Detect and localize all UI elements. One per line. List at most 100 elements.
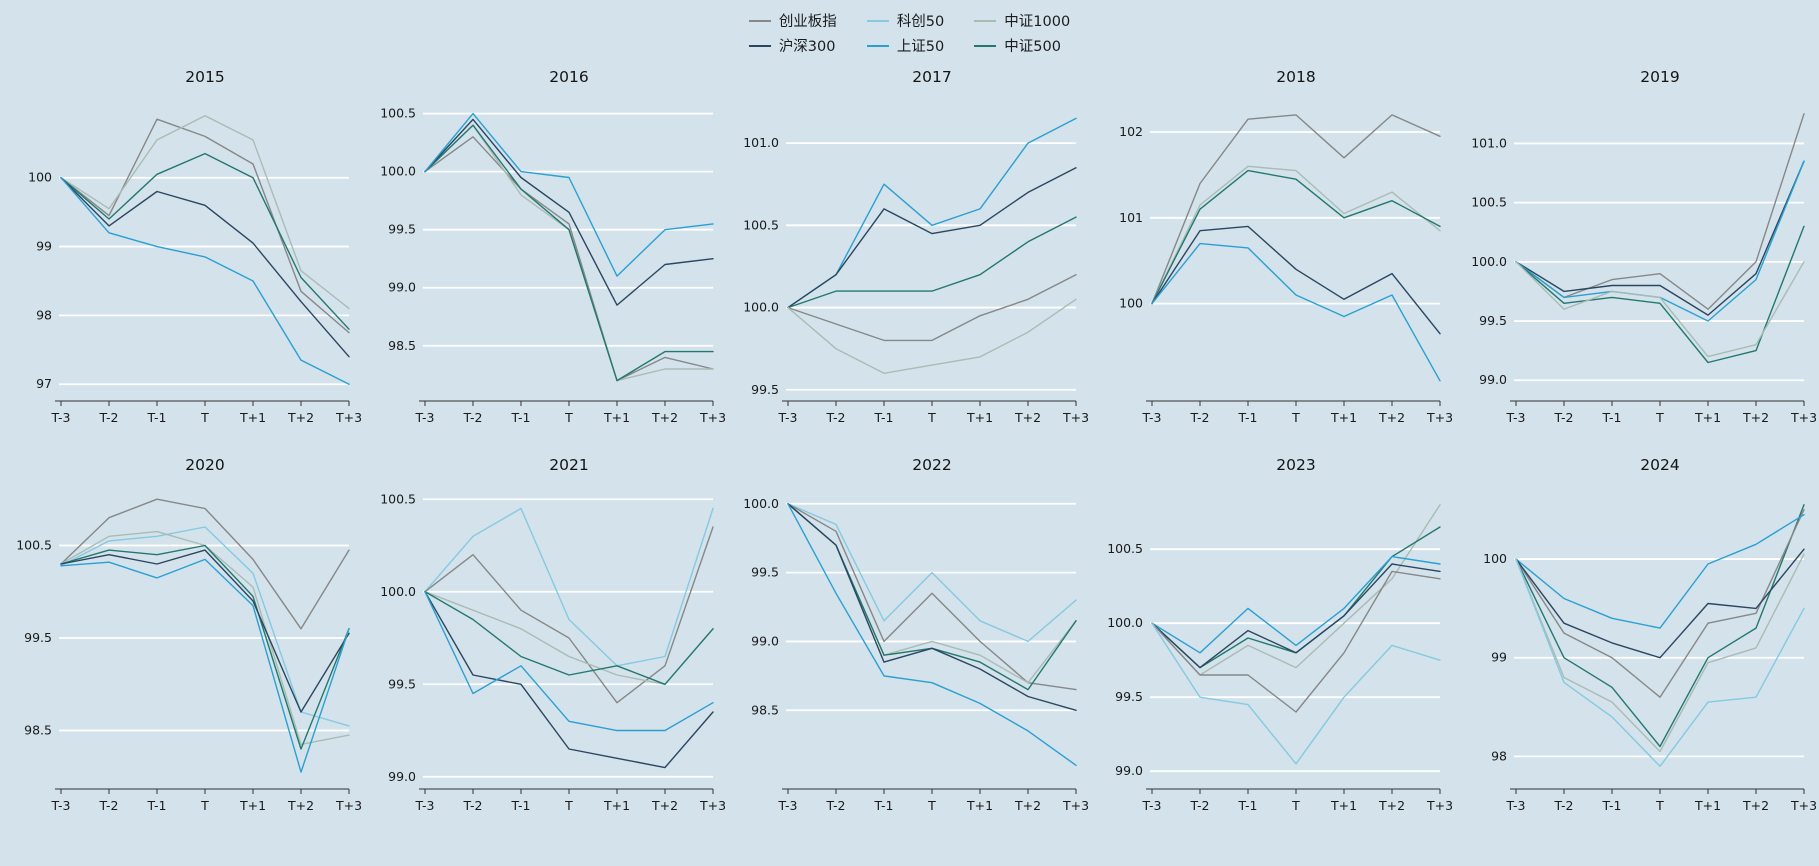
y-tick-label: 99.5 — [1115, 689, 1143, 704]
series-line-科创50 — [1515, 558, 1805, 767]
y-tick-label: 99 — [1491, 650, 1507, 665]
x-tick-label: T-3 — [50, 798, 70, 813]
x-tick-label: T+3 — [699, 798, 725, 813]
series-line-沪深300 — [1151, 563, 1441, 669]
y-tick-label: 98 — [1491, 748, 1507, 763]
series-line-上证50 — [60, 176, 350, 385]
y-tick-label: 99.5 — [1479, 313, 1507, 328]
y-tick-label: 98.5 — [24, 723, 52, 738]
x-tick-label: T-1 — [510, 798, 530, 813]
x-tick-label: T — [1655, 798, 1664, 813]
x-tick-label: T-1 — [146, 410, 166, 425]
series-line-中证500 — [60, 544, 350, 750]
x-tick-label: T+2 — [287, 798, 314, 813]
y-tick-label: 99.5 — [752, 565, 780, 580]
series-line-上证50 — [1515, 513, 1805, 629]
x-tick-label: T+1 — [966, 410, 993, 425]
series-line-沪深300 — [1515, 160, 1805, 316]
series-line-沪深300 — [1151, 225, 1441, 335]
series-line-上证50 — [787, 503, 1078, 766]
legend-item: 中证1000 — [974, 10, 1070, 31]
legend-label: 上证50 — [896, 39, 945, 55]
series-line-中证1000 — [423, 124, 714, 382]
x-tick-label: T+2 — [1742, 798, 1769, 813]
subplot-2017: 2017 101.0 100.5 100.0 99.5 T-3 T-2 T-1 T T+1 T+2 T… — [728, 60, 1092, 448]
y-tick-label: 100.5 — [1471, 195, 1507, 210]
series-line-中证500 — [423, 590, 714, 686]
x-tick-label: T-2 — [1190, 410, 1210, 425]
y-tick-label: 100.5 — [1107, 541, 1143, 556]
x-tick-label: T+1 — [1330, 410, 1357, 425]
plot-2022: 2022 100.0 99.5 99.0 98.5 T-3 T-2 T-1 T T+1 T+2 T+3 — [744, 456, 1089, 813]
x-tick-label: T+1 — [603, 410, 630, 425]
x-tick-label: T-3 — [1506, 798, 1526, 813]
y-tick-label: 97 — [36, 376, 52, 391]
series-line-沪深300 — [60, 549, 350, 713]
series-line-创业板指 — [60, 498, 350, 630]
y-tick-label: 100.0 — [1107, 615, 1143, 630]
x-tick-label: T-3 — [1142, 410, 1162, 425]
x-tick-label: T-3 — [778, 410, 798, 425]
x-tick-label: T-1 — [1602, 798, 1622, 813]
series-line-中证500 — [787, 216, 1078, 309]
subplot-title: 2019 — [1640, 68, 1679, 86]
legend-swatch-line-icon — [748, 44, 771, 47]
x-tick-label: T+3 — [1790, 798, 1816, 813]
series-line-沪深300 — [787, 503, 1078, 711]
x-tick-label: T+1 — [239, 410, 266, 425]
legend-item: 创业板指 — [748, 10, 837, 31]
series-line-科创50 — [1151, 622, 1441, 765]
x-tick-label: T-2 — [826, 410, 846, 425]
x-tick-label: T-1 — [874, 410, 894, 425]
x-tick-label: T+3 — [335, 410, 361, 425]
plot-2019: 2019 101.0 100.5 100.0 99.5 99.0 T-3 T-2 T-1 T T+1… — [1471, 68, 1816, 425]
subplot-2022: 2022 100.0 99.5 99.0 98.5 T-3 T-2 T-1 T T+1 T+2 T+3 — [728, 448, 1092, 836]
series-line-科创50 — [60, 526, 350, 727]
plot-2020: 2020 100.5 99.5 98.5 T-3 T-2 T-1 T T+1 T+2 T+3 — [16, 456, 361, 813]
y-tick-label: 100.5 — [380, 491, 416, 506]
x-tick-label: T-3 — [414, 798, 434, 813]
x-tick-label: T+2 — [1378, 798, 1405, 813]
subplot-title: 2023 — [1277, 456, 1316, 474]
y-tick-label: 99 — [36, 239, 52, 254]
series-line-中证1000 — [1515, 553, 1805, 753]
plot-2015: 2015 100 99 98 97 T-3 T-2 T-1 T T+1 T+2 T+3 — [28, 68, 361, 425]
series-line-上证50 — [1151, 555, 1441, 654]
x-tick-label: T-2 — [98, 798, 118, 813]
y-tick-label: 102 — [1119, 124, 1143, 139]
x-tick-label: T-2 — [1554, 410, 1574, 425]
legend-label: 中证1000 — [1004, 14, 1071, 30]
y-tick-label: 100.0 — [380, 164, 416, 179]
subplot-2024: 2024 100 99 98 T-3 T-2 T-1 T T+1 T+2 T+3 — [1455, 448, 1819, 836]
x-tick-label: T+3 — [1790, 410, 1816, 425]
x-tick-label: T+2 — [1014, 410, 1041, 425]
x-tick-label: T — [200, 798, 209, 813]
y-tick-label: 98 — [36, 307, 52, 322]
y-tick-label: 100.0 — [1471, 254, 1507, 269]
y-tick-label: 100.5 — [380, 106, 416, 121]
y-tick-label: 100.0 — [744, 496, 780, 511]
series-line-上证50 — [60, 558, 350, 773]
subplot-2016: 2016 100.5 100.0 99.5 99.0 98.5 T-3 T-2 T-1 T T+1 T… — [364, 60, 728, 448]
y-tick-label: 100 — [1119, 296, 1143, 311]
y-tick-label: 100.0 — [380, 584, 416, 599]
legend-item: 沪深300 — [748, 35, 837, 56]
y-tick-label: 99.0 — [388, 280, 416, 295]
legend-label: 沪深300 — [778, 39, 836, 55]
x-tick-label: T+3 — [1062, 798, 1088, 813]
series-line-上证50 — [787, 117, 1078, 309]
x-tick-label: T-1 — [510, 410, 530, 425]
x-tick-label: T-2 — [462, 798, 482, 813]
series-line-创业板指 — [423, 136, 714, 382]
series-line-沪深300 — [423, 118, 714, 306]
x-tick-label: T+3 — [1062, 410, 1088, 425]
series-line-中证500 — [1515, 504, 1805, 748]
legend-swatch-line-icon — [866, 19, 889, 22]
subplot-2021: 2021 100.5 100.0 99.5 99.0 T-3 T-2 T-1 T T+1 T+2 T+… — [364, 448, 728, 836]
x-tick-label: T-1 — [1602, 410, 1622, 425]
subplot-title: 2020 — [185, 456, 224, 474]
x-tick-label: T-3 — [1142, 798, 1162, 813]
y-tick-label: 100 — [1483, 551, 1507, 566]
x-tick-label: T — [564, 410, 573, 425]
y-tick-label: 100 — [28, 170, 52, 185]
